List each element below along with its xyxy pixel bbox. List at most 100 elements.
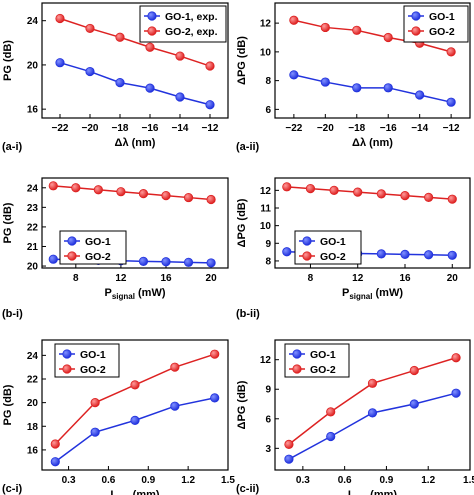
legend-marker: [67, 236, 77, 246]
data-point: [55, 13, 65, 24]
data-point: [170, 401, 180, 411]
data-point: [183, 257, 194, 267]
data-point: [206, 194, 216, 205]
legend-label: GO-2: [80, 364, 106, 376]
y-tick-label: 11: [260, 204, 271, 215]
data-point: [48, 254, 58, 264]
chart-panel-4: 8 12 16 20 8 9 10 11 12 Psignal (mW) ΔPG (dB) (b-ii…: [236, 177, 471, 320]
x-tick-label: −14: [411, 123, 428, 134]
legend-label: GO-2: [429, 26, 455, 38]
legend-label: GO-1, exp.: [165, 11, 218, 23]
x-axis-label: LGO (mm): [348, 489, 397, 495]
data-point: [447, 194, 457, 204]
legend: GO-1 GO-2: [294, 230, 362, 265]
panel-label: (a-ii): [236, 141, 260, 153]
x-tick-label: −20: [317, 123, 334, 134]
data-point: [305, 183, 316, 194]
series-line-1: [293, 74, 452, 103]
y-tick-label: 8: [265, 256, 271, 267]
x-tick-label: 16: [160, 273, 172, 284]
data-point: [329, 185, 339, 195]
y-tick-label: 22: [27, 375, 39, 386]
data-point: [447, 250, 457, 260]
legend-marker: [147, 26, 157, 36]
plot-frame: [274, 2, 471, 119]
y-tick-label: 10: [260, 47, 272, 58]
x-tick-label: 20: [447, 273, 459, 284]
x-tick-label: −18: [112, 123, 129, 134]
chart-panel-6: 0.3 0.6 0.9 1.2 1.5 3 6 9 12 LGO (mm) ΔPG (dB) (c-i…: [236, 339, 474, 495]
y-tick-label: 8: [265, 76, 271, 87]
legend-label: GO-2: [310, 364, 336, 376]
chart-panel-5: 0.3 0.6 0.9 1.2 1.5 16 18 20 22 24 LGO (mm) PG (dB)…: [2, 339, 235, 495]
data-point: [71, 183, 81, 193]
data-point: [415, 90, 425, 100]
panel-label: (a-i): [2, 141, 23, 153]
data-point: [205, 100, 215, 110]
y-tick-label: 16: [27, 445, 39, 456]
legend: GO-1 GO-2: [54, 343, 120, 378]
series-line-2: [293, 19, 452, 53]
panel-label: (b-i): [2, 308, 23, 320]
x-tick-label: 1.2: [181, 475, 195, 486]
data-point: [50, 439, 60, 449]
legend: GO-1 GO-2: [403, 5, 469, 43]
data-point: [367, 408, 378, 418]
y-tick-label: 24: [27, 351, 39, 362]
legend-box: [139, 5, 227, 43]
x-tick-label: 0.3: [296, 475, 310, 486]
y-tick-label: 6: [265, 414, 271, 425]
x-tick-label: −22: [285, 123, 302, 134]
plot-frame: [41, 2, 229, 119]
data-point: [284, 454, 294, 464]
x-tick-label: −16: [142, 123, 159, 134]
legend-marker: [62, 364, 72, 374]
data-point: [205, 61, 215, 71]
legend: GO-1, exp. GO-2, exp.: [139, 5, 227, 43]
y-tick-label: 24: [27, 183, 39, 194]
x-tick-label: −16: [380, 123, 397, 134]
data-point: [210, 349, 220, 359]
x-axis-label: Δλ (nm): [352, 137, 393, 149]
x-tick-label: 0.9: [141, 475, 155, 486]
data-point: [138, 256, 149, 266]
data-point: [93, 185, 103, 195]
x-tick-label: −12: [202, 123, 219, 134]
y-tick-label: 3: [265, 444, 271, 455]
y-tick-label: 20: [27, 398, 39, 409]
data-point: [282, 182, 292, 192]
data-point: [446, 97, 456, 107]
data-point: [289, 15, 299, 25]
x-tick-label: 8: [308, 273, 314, 284]
data-point: [130, 380, 140, 390]
legend-label: GO-2: [85, 251, 111, 263]
y-tick-label: 12: [260, 355, 272, 366]
legend-label: GO-1: [429, 11, 455, 23]
data-point: [352, 25, 362, 35]
x-axis-label: Psignal (mW): [342, 287, 403, 301]
y-tick-label: 22: [27, 222, 39, 233]
y-tick-label: 10: [260, 221, 272, 232]
plot-frame: [274, 177, 471, 269]
data-point: [409, 365, 419, 376]
x-axis-label: Δλ (nm): [115, 137, 156, 149]
x-tick-label: 1.2: [421, 475, 435, 486]
y-tick-label: 12: [260, 19, 272, 30]
legend-marker: [147, 11, 157, 21]
x-tick-label: −12: [443, 123, 460, 134]
legend-marker: [302, 236, 312, 246]
data-point: [130, 415, 140, 425]
x-tick-label: 12: [115, 273, 127, 284]
y-axis-label: PG (dB): [2, 40, 14, 81]
data-point: [175, 51, 185, 61]
x-axis-label: LGO (mm): [110, 489, 159, 495]
x-tick-label: 8: [73, 273, 79, 284]
y-tick-label: 18: [27, 422, 39, 433]
chart-panel-1: −22 −20 −18 −16 −14 −12 16 20 24 Δλ (nm) PG (dB) (a…: [2, 2, 229, 153]
data-point: [451, 388, 461, 398]
legend-marker: [411, 26, 421, 36]
x-tick-label: −14: [172, 123, 189, 134]
data-point: [400, 191, 410, 201]
legend-marker: [62, 349, 72, 359]
